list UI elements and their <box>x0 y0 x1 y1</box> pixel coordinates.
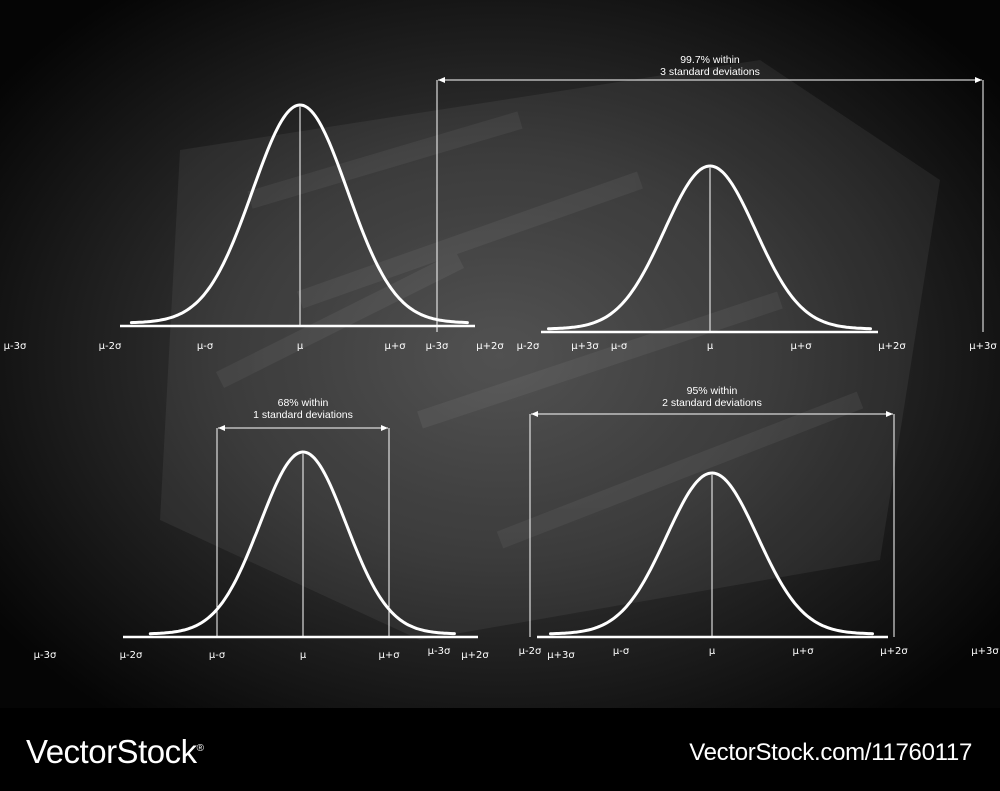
tick-label: μ-3σ <box>4 341 27 352</box>
image-url: VectorStock.com/11760117 <box>689 739 972 766</box>
tick-label: μ+3σ <box>971 646 999 657</box>
annotation-description: 2 standard deviations <box>662 397 762 409</box>
tick-label: μ <box>297 341 304 352</box>
bell-curve <box>549 471 874 636</box>
tick-label: μ <box>709 646 716 657</box>
tick-label: μ+2σ <box>878 341 906 352</box>
range-arrow-right <box>381 425 388 431</box>
range-arrow-left <box>531 411 538 417</box>
range-arrow-left <box>438 77 445 83</box>
tick-label: μ+2σ <box>880 646 908 657</box>
annotation-percent: 99.7% within <box>680 54 740 66</box>
tick-label: μ-2σ <box>519 646 542 657</box>
tick-label: μ-3σ <box>34 650 57 661</box>
bell-curve <box>547 164 872 331</box>
tick-label: μ-3σ <box>428 646 451 657</box>
tick-label: μ-2σ <box>120 650 143 661</box>
bell-curve <box>148 450 456 636</box>
brand-name: VectorStock <box>26 733 197 770</box>
annotation-percent: 95% within <box>687 385 738 397</box>
brand-logo: VectorStock® <box>26 733 204 771</box>
tick-label: μ-σ <box>197 341 214 352</box>
tick-label: μ+σ <box>384 341 406 352</box>
tick-label: μ+3σ <box>571 341 599 352</box>
brand-mark: ® <box>196 743 204 754</box>
footer-bar <box>0 708 1000 791</box>
tick-label: μ+2σ <box>476 341 504 352</box>
tick-label: μ-σ <box>611 341 628 352</box>
tick-label: μ-3σ <box>426 341 449 352</box>
range-arrow-right <box>886 411 893 417</box>
range-arrow-left <box>218 425 225 431</box>
annotation-percent: 68% within <box>278 397 329 409</box>
tick-label: μ+σ <box>790 341 812 352</box>
tick-label: μ <box>707 341 714 352</box>
annotation-description: 3 standard deviations <box>660 66 760 78</box>
tick-label: μ-2σ <box>517 341 540 352</box>
bell-curve <box>129 103 469 325</box>
tick-label: μ+3σ <box>969 341 997 352</box>
range-arrow-right <box>975 77 982 83</box>
tick-label: μ-σ <box>209 650 226 661</box>
tick-label: μ-2σ <box>99 341 122 352</box>
annotation-description: 1 standard deviations <box>253 409 353 421</box>
tick-label: μ <box>300 650 307 661</box>
tick-label: μ+3σ <box>547 650 575 661</box>
normal-curve-panel-basic: μ-3σ μ-2σ μ-σ μ μ+σ μ+2σ μ+3σ <box>4 103 599 352</box>
tick-label: μ+2σ <box>461 650 489 661</box>
tick-label: μ+σ <box>378 650 400 661</box>
tick-label: μ-σ <box>613 646 630 657</box>
tick-label: μ+σ <box>792 646 814 657</box>
